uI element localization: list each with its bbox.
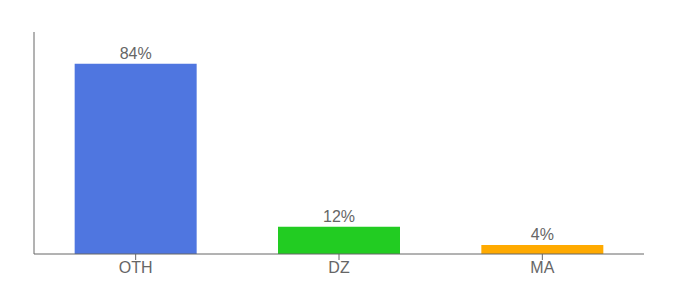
- svg-text:4%: 4%: [531, 226, 554, 243]
- svg-text:MA: MA: [530, 259, 554, 276]
- svg-text:12%: 12%: [323, 208, 355, 225]
- svg-text:DZ: DZ: [328, 259, 350, 276]
- svg-text:OTH: OTH: [119, 259, 153, 276]
- svg-text:84%: 84%: [120, 45, 152, 62]
